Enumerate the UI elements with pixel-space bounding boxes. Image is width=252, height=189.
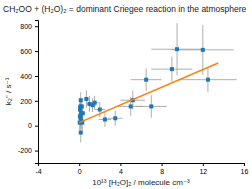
data-point bbox=[144, 78, 148, 82]
y-axis-line bbox=[35, 21, 39, 164]
data-point bbox=[79, 131, 83, 135]
x-axis-tick: 16 bbox=[241, 163, 249, 175]
y-axis-tick: 200 bbox=[20, 98, 38, 105]
x-axis-tick: 0 bbox=[78, 163, 82, 175]
x-axis-tick-mark bbox=[244, 163, 245, 166]
x-axis-tick-label: -4 bbox=[35, 168, 41, 175]
fit-line bbox=[79, 63, 218, 123]
x-axis-tick-label: 12 bbox=[199, 168, 207, 175]
data-point bbox=[175, 47, 179, 51]
data-point bbox=[149, 104, 153, 108]
y-axis-tick: -200 bbox=[18, 147, 38, 154]
plot-area bbox=[78, 23, 237, 142]
data-point bbox=[206, 78, 210, 82]
y-axis-tick-label: 200 bbox=[20, 98, 32, 105]
x-axis-tick-mark bbox=[203, 163, 204, 166]
data-point bbox=[93, 101, 97, 105]
y-axis-tick-mark bbox=[35, 26, 38, 27]
data-point bbox=[80, 104, 84, 108]
y-axis-tick: 0 bbox=[28, 122, 38, 129]
x-axis-tick: 8 bbox=[160, 163, 164, 175]
points bbox=[78, 47, 210, 134]
y-axis-tick-mark bbox=[35, 51, 38, 52]
x-axis-tick-label: 0 bbox=[78, 168, 82, 175]
y-axis-tick-label: 0 bbox=[28, 122, 32, 129]
x-axis-tick: 12 bbox=[199, 163, 207, 175]
title: CH₂OO + (H₂O)₂ = dominant Criegee reacti… bbox=[3, 4, 247, 14]
x-axis-tick-label: 16 bbox=[241, 168, 249, 175]
data-point bbox=[170, 67, 174, 71]
x-axis-tick: -4 bbox=[35, 163, 41, 175]
error-bars bbox=[79, 23, 237, 142]
y-axis-tick-label: 400 bbox=[20, 73, 32, 80]
y-axis-tick-mark bbox=[35, 126, 38, 127]
x-axis-title: 10¹³ [H₂O]₂ / molecule cm⁻³ bbox=[92, 178, 190, 187]
y-axis-tick-mark bbox=[35, 151, 38, 152]
x-axis-tick-mark bbox=[120, 163, 121, 166]
data-point bbox=[98, 108, 102, 112]
y-axis-tick-mark bbox=[35, 101, 38, 102]
x-axis-tick-mark bbox=[79, 163, 80, 166]
y-axis: -200 0 200 400 600 800 bbox=[18, 21, 39, 164]
data-point bbox=[113, 116, 117, 120]
y-axis-tick-mark bbox=[35, 76, 38, 77]
y-axis-tick-label: 600 bbox=[20, 48, 32, 55]
data-point bbox=[84, 97, 88, 101]
x-axis-tick-mark bbox=[162, 163, 163, 166]
chart: CH₂OO + (H₂O)₂ = dominant Criegee reacti… bbox=[0, 0, 252, 189]
data-point bbox=[201, 48, 205, 52]
x-axis-line bbox=[39, 164, 245, 167]
data-point bbox=[103, 117, 107, 121]
y-axis-tick-label: -200 bbox=[18, 147, 32, 154]
y-axis-title: k₂'' / s⁻¹ bbox=[4, 77, 13, 105]
data-point bbox=[81, 111, 85, 115]
x-axis: -4 0 4 8 12 16 bbox=[35, 163, 248, 175]
x-axis-tick-label: 4 bbox=[119, 168, 123, 175]
data-point bbox=[129, 104, 133, 108]
y-axis-tick: 800 bbox=[20, 23, 38, 30]
y-axis-tick: 600 bbox=[20, 48, 38, 55]
x-axis-tick: 4 bbox=[119, 163, 123, 175]
y-axis-tick: 400 bbox=[20, 73, 38, 80]
y-axis-tick-label: 800 bbox=[20, 23, 32, 30]
x-axis-tick-label: 8 bbox=[160, 168, 164, 175]
data-point bbox=[79, 98, 83, 102]
